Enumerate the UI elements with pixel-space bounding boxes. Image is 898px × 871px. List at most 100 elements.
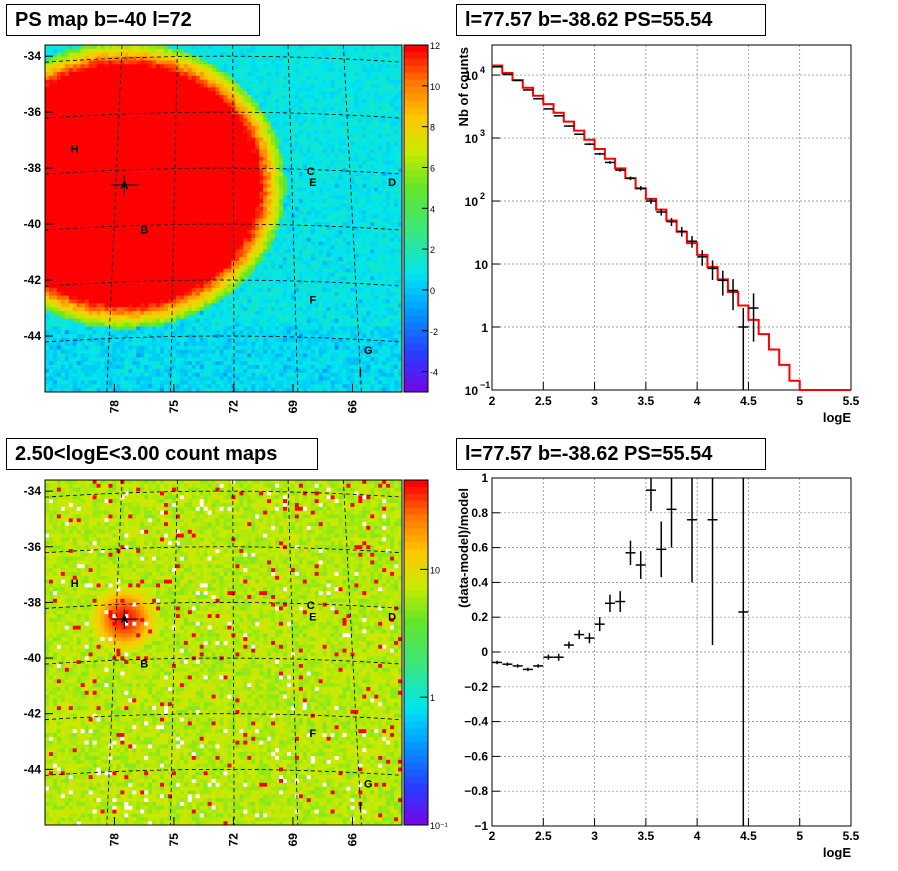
heatmap-cell xyxy=(84,164,90,169)
heatmap-cell xyxy=(370,214,375,219)
heatmap-cell xyxy=(175,137,181,142)
heatmap-cell xyxy=(148,195,153,200)
heatmap-cell xyxy=(271,45,276,50)
heatmap-cell xyxy=(227,164,232,169)
heatmap-cell xyxy=(148,152,153,158)
heatmap-cell xyxy=(120,141,125,146)
heatmap-cell xyxy=(60,129,66,135)
heatmap-cell xyxy=(207,179,212,185)
heatmap-cell xyxy=(60,45,66,50)
heatmap-cell xyxy=(283,191,288,196)
heatmap-cell xyxy=(362,179,367,185)
heatmap-cell xyxy=(160,95,165,100)
heatmap-cell xyxy=(231,75,236,81)
heatmap-cell xyxy=(152,160,157,165)
heatmap-cell xyxy=(152,164,157,169)
heatmap-cell xyxy=(120,56,125,61)
heatmap-cell xyxy=(275,172,280,177)
heatmap-cell xyxy=(108,241,113,246)
heatmap-cell xyxy=(72,152,78,158)
heatmap-cell xyxy=(219,114,224,119)
heatmap-cell xyxy=(215,64,220,69)
heatmap-cell xyxy=(362,164,367,169)
heatmap-cell xyxy=(398,187,403,192)
heatmap-cell xyxy=(310,230,316,235)
heatmap-cell xyxy=(100,179,105,185)
heatmap-cell xyxy=(76,206,82,212)
heatmap-cell xyxy=(342,52,347,57)
heatmap-cell xyxy=(259,156,264,162)
heatmap-cell xyxy=(326,206,331,212)
heatmap-cell xyxy=(156,149,161,154)
heatmap-cell xyxy=(124,98,129,104)
heatmap-cell xyxy=(120,241,125,246)
heatmap-cell xyxy=(171,149,177,154)
heatmap-cell xyxy=(255,137,260,142)
heatmap-cell xyxy=(207,118,212,123)
heatmap-cell xyxy=(148,156,153,162)
heatmap-cell xyxy=(346,253,351,258)
heatmap-cell xyxy=(52,176,58,181)
heatmap-cell xyxy=(279,210,284,216)
heatmap-cell xyxy=(275,45,280,50)
heatmap-cell xyxy=(116,118,121,123)
heatmap-cell xyxy=(100,160,105,165)
heatmap-cell xyxy=(160,160,165,165)
heatmap-cell xyxy=(183,245,189,250)
heatmap-cell xyxy=(68,222,74,227)
heatmap-cell xyxy=(378,179,383,185)
heatmap-cell xyxy=(80,87,86,92)
heatmap-cell xyxy=(203,87,209,92)
heatmap-cell xyxy=(148,168,153,173)
heatmap-cell xyxy=(148,98,153,104)
heatmap-cell xyxy=(56,122,62,127)
heatmap-cell xyxy=(283,52,288,57)
heatmap-cell xyxy=(298,91,304,96)
heatmap-cell xyxy=(203,253,209,258)
heatmap-cell xyxy=(164,187,169,192)
heatmap-cell xyxy=(203,210,209,216)
heatmap-cell xyxy=(140,214,145,219)
heatmap-cell xyxy=(203,203,209,208)
heatmap-cell xyxy=(247,187,252,192)
heatmap-cell xyxy=(286,183,292,189)
heatmap-cell xyxy=(235,125,240,131)
heatmap-cell xyxy=(112,152,117,158)
heatmap-cell xyxy=(64,118,70,123)
residual-title: l=77.57 b=-38.62 PS=55.54 xyxy=(456,438,766,470)
heatmap-cell xyxy=(263,172,268,177)
heatmap-cell xyxy=(96,75,101,81)
heatmap-cell xyxy=(92,48,97,54)
heatmap-cell xyxy=(160,110,165,115)
heatmap-cell xyxy=(390,218,395,223)
heatmap-cell xyxy=(346,156,351,162)
heatmap-cell xyxy=(108,106,113,111)
heatmap-cell xyxy=(394,106,399,111)
heatmap-cell xyxy=(247,79,252,84)
heatmap-cell xyxy=(330,206,335,212)
heatmap-cell xyxy=(207,64,212,69)
heatmap-cell xyxy=(160,214,165,219)
heatmap-cell xyxy=(144,98,149,104)
heatmap-cell xyxy=(68,60,74,65)
heatmap-cell xyxy=(394,164,399,169)
heatmap-cell xyxy=(362,114,367,119)
heatmap-cell xyxy=(164,45,169,50)
heatmap-cell xyxy=(211,187,216,192)
heatmap-cell xyxy=(342,253,347,258)
heatmap-cell xyxy=(156,218,161,223)
heatmap-cell xyxy=(394,241,399,246)
heatmap-cell xyxy=(290,237,296,243)
heatmap-cell xyxy=(390,83,395,88)
heatmap-cell xyxy=(203,52,209,57)
heatmap-cell xyxy=(120,233,125,239)
heatmap-cell xyxy=(45,64,50,69)
heatmap-cell xyxy=(338,91,343,96)
heatmap-cell xyxy=(366,203,371,208)
heatmap-cell xyxy=(247,122,252,127)
heatmap-cell xyxy=(275,64,280,69)
heatmap-cell xyxy=(80,106,86,111)
heatmap-cell xyxy=(302,160,308,165)
heatmap-cell xyxy=(275,233,280,239)
heatmap-cell xyxy=(298,71,304,77)
